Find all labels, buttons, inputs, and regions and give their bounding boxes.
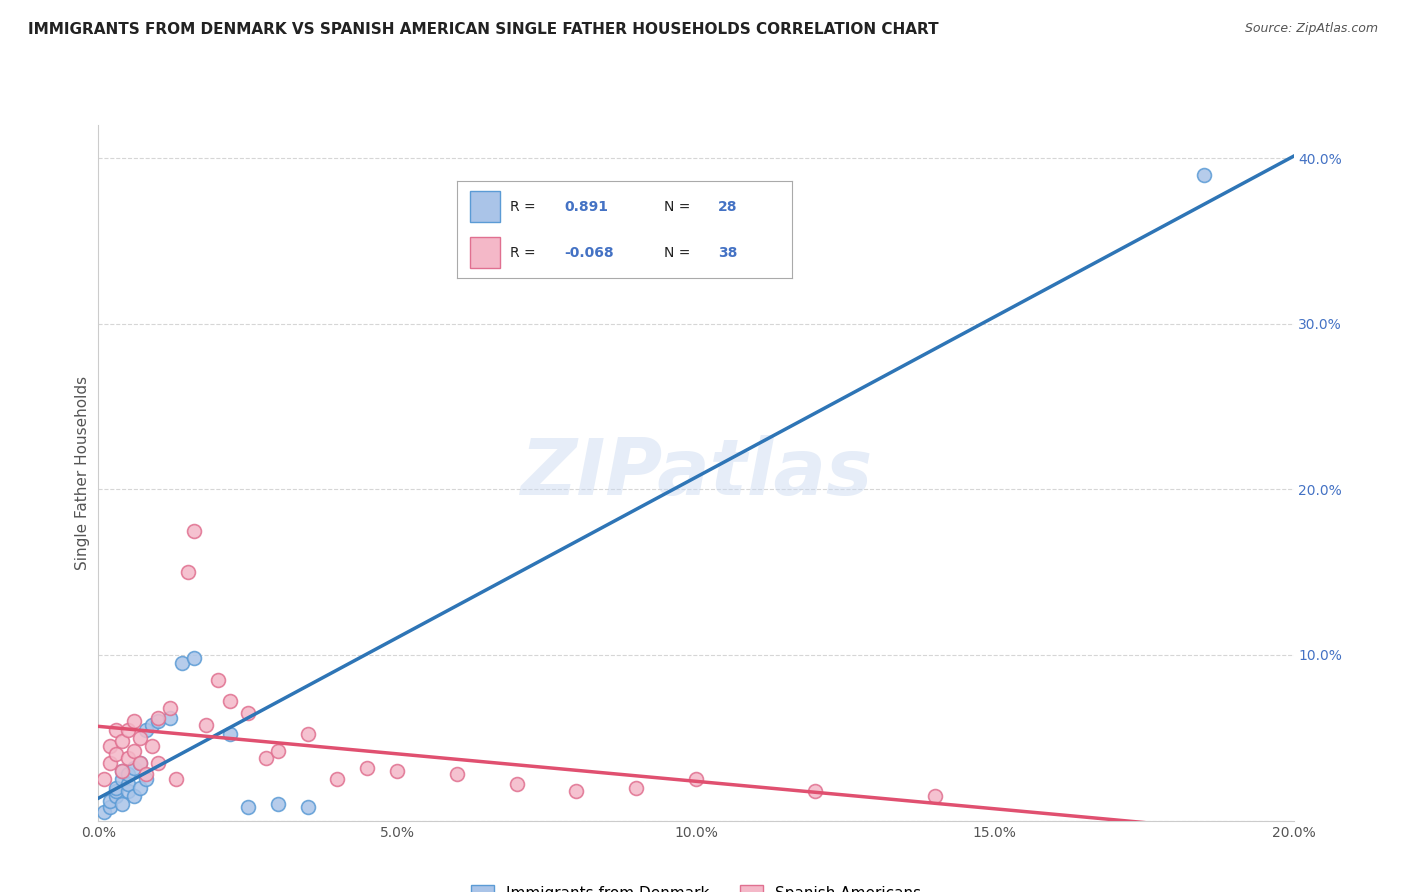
Point: [111, 734, 134, 748]
FancyBboxPatch shape: [471, 237, 501, 268]
Legend: Immigrants from Denmark, Spanish Americans: Immigrants from Denmark, Spanish America…: [463, 877, 929, 892]
Point: [111, 764, 134, 778]
FancyBboxPatch shape: [471, 191, 501, 222]
Point: [105, 723, 128, 737]
Point: [124, 714, 146, 729]
Y-axis label: Single Father Households: Single Father Households: [75, 376, 90, 570]
Point: [135, 772, 157, 787]
Text: Source: ZipAtlas.com: Source: ZipAtlas.com: [1244, 22, 1378, 36]
Point: [148, 756, 170, 770]
Point: [297, 800, 319, 814]
Point: [117, 723, 139, 737]
Point: [165, 772, 187, 787]
Point: [105, 784, 128, 798]
Point: [254, 750, 277, 764]
Point: [100, 739, 122, 753]
Point: [565, 784, 588, 798]
Point: [129, 731, 152, 745]
Point: [111, 764, 134, 778]
Text: 0.891: 0.891: [564, 200, 607, 214]
Point: [183, 651, 205, 665]
Point: [100, 794, 122, 808]
Point: [172, 657, 194, 671]
Text: R =: R =: [510, 245, 536, 260]
Point: [685, 772, 707, 787]
Point: [236, 800, 259, 814]
Point: [219, 694, 242, 708]
Point: [385, 764, 409, 778]
Point: [117, 750, 139, 764]
Point: [141, 739, 163, 753]
Point: [105, 747, 128, 762]
Point: [148, 711, 170, 725]
Point: [148, 714, 170, 729]
Point: [183, 524, 205, 538]
Point: [159, 711, 181, 725]
Point: [135, 767, 157, 781]
Point: [105, 780, 128, 795]
Point: [297, 727, 319, 741]
Point: [446, 767, 468, 781]
Point: [159, 701, 181, 715]
Point: [111, 772, 134, 787]
Point: [117, 784, 139, 798]
Text: IMMIGRANTS FROM DENMARK VS SPANISH AMERICAN SINGLE FATHER HOUSEHOLDS CORRELATION: IMMIGRANTS FROM DENMARK VS SPANISH AMERI…: [28, 22, 939, 37]
Point: [100, 800, 122, 814]
Point: [105, 789, 128, 803]
Text: 28: 28: [718, 200, 738, 214]
Text: N =: N =: [665, 245, 690, 260]
Point: [129, 756, 152, 770]
Point: [326, 772, 349, 787]
Point: [195, 717, 218, 731]
Point: [207, 673, 229, 687]
Text: N =: N =: [665, 200, 690, 214]
Point: [124, 744, 146, 758]
Point: [219, 727, 242, 741]
Point: [129, 756, 152, 770]
Point: [124, 761, 146, 775]
Text: -0.068: -0.068: [564, 245, 613, 260]
Text: ZIPatlas: ZIPatlas: [520, 434, 872, 511]
Point: [924, 789, 946, 803]
Point: [93, 805, 115, 820]
Point: [124, 789, 146, 803]
Point: [626, 780, 648, 795]
Point: [141, 717, 163, 731]
Point: [506, 777, 529, 791]
Point: [267, 744, 290, 758]
Point: [236, 706, 259, 720]
Point: [93, 772, 115, 787]
Point: [117, 777, 139, 791]
Point: [117, 767, 139, 781]
Point: [804, 784, 827, 798]
Point: [177, 565, 200, 579]
Text: R =: R =: [510, 200, 536, 214]
Point: [100, 756, 122, 770]
Point: [1192, 168, 1215, 182]
Text: 38: 38: [718, 245, 737, 260]
Point: [267, 797, 290, 811]
Point: [111, 797, 134, 811]
Point: [135, 723, 157, 737]
Point: [356, 761, 378, 775]
Point: [129, 780, 152, 795]
